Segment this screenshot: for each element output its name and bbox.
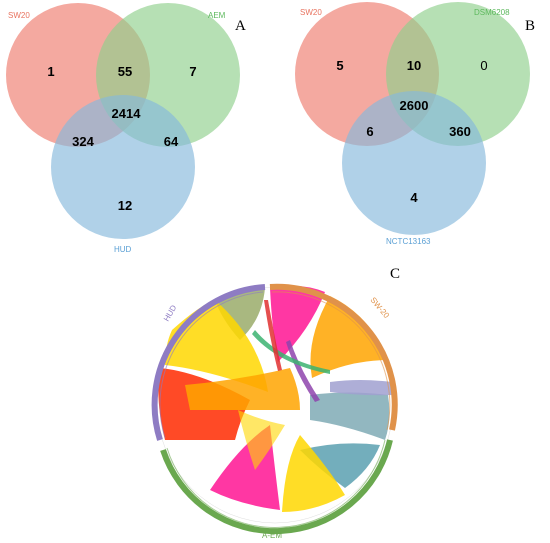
venn-b-count-only1: 5 (336, 58, 343, 73)
venn-b: SW20 DSM6208 NCTC13163 5 10 0 2600 6 360… (295, 2, 535, 246)
ribbon-teal-lower (300, 443, 380, 488)
venn-b-count-pair23: 360 (449, 124, 471, 139)
venn-a-count-only1: 1 (47, 64, 54, 79)
arc-hud (151, 284, 266, 441)
venn-a-circle-set3 (51, 95, 195, 239)
ribbon-red-thin (264, 300, 282, 371)
chord-ribbons (158, 285, 392, 512)
chord-arcs (151, 283, 398, 535)
ribbon-yellow-bottom (282, 435, 345, 512)
venn-b-count-all: 2600 (400, 98, 429, 113)
chord-diagram: C (151, 266, 400, 540)
venn-a: SW20 AEM HUD 1 55 7 2414 324 64 12 A (6, 3, 246, 254)
venn-b-count-pair12: 10 (407, 58, 421, 73)
ribbon-orange-mid (185, 368, 300, 410)
venn-a-count-only2: 7 (189, 64, 196, 79)
venn-b-circle-set3 (342, 91, 486, 235)
ribbon-magenta-top (270, 285, 325, 362)
venn-a-count-pair12: 55 (118, 64, 132, 79)
venn-a-count-only3: 12 (118, 198, 132, 213)
venn-a-count-pair13: 324 (72, 134, 94, 149)
ribbon-purple-thin (286, 340, 320, 402)
arc-label-sw20: SW-20 (368, 296, 391, 321)
venn-b-label-set2: DSM6208 (474, 8, 510, 17)
panel-label-c: C (390, 266, 400, 282)
panel-label-a: A (235, 18, 246, 34)
ribbon-lilac-right (330, 380, 392, 396)
ribbon-orange-right (310, 296, 388, 378)
venn-b-label-set3: NCTC13163 (386, 237, 431, 246)
ribbon-yellow-centre (238, 410, 285, 470)
ribbon-green-thin (252, 330, 330, 374)
venn-a-count-all: 2414 (112, 106, 142, 121)
arc-label-hud: HUD (162, 303, 179, 323)
venn-b-count-only3: 4 (410, 190, 418, 205)
panel-label-b: B (525, 18, 535, 34)
venn-a-count-pair23: 64 (164, 134, 179, 149)
venn-a-label-set2: AEM (208, 11, 226, 20)
arc-aem (160, 439, 393, 535)
venn-b-count-pair13: 6 (366, 124, 373, 139)
ribbon-steel-right (310, 392, 390, 440)
venn-b-count-only2: 0 (480, 58, 487, 73)
venn-a-label-set3: HUD (114, 245, 132, 254)
arc-sw20 (269, 283, 398, 431)
venn-a-label-set1: SW20 (8, 11, 30, 20)
venn-b-label-set1: SW20 (300, 8, 322, 17)
arc-label-aem: A-EM (262, 531, 282, 540)
